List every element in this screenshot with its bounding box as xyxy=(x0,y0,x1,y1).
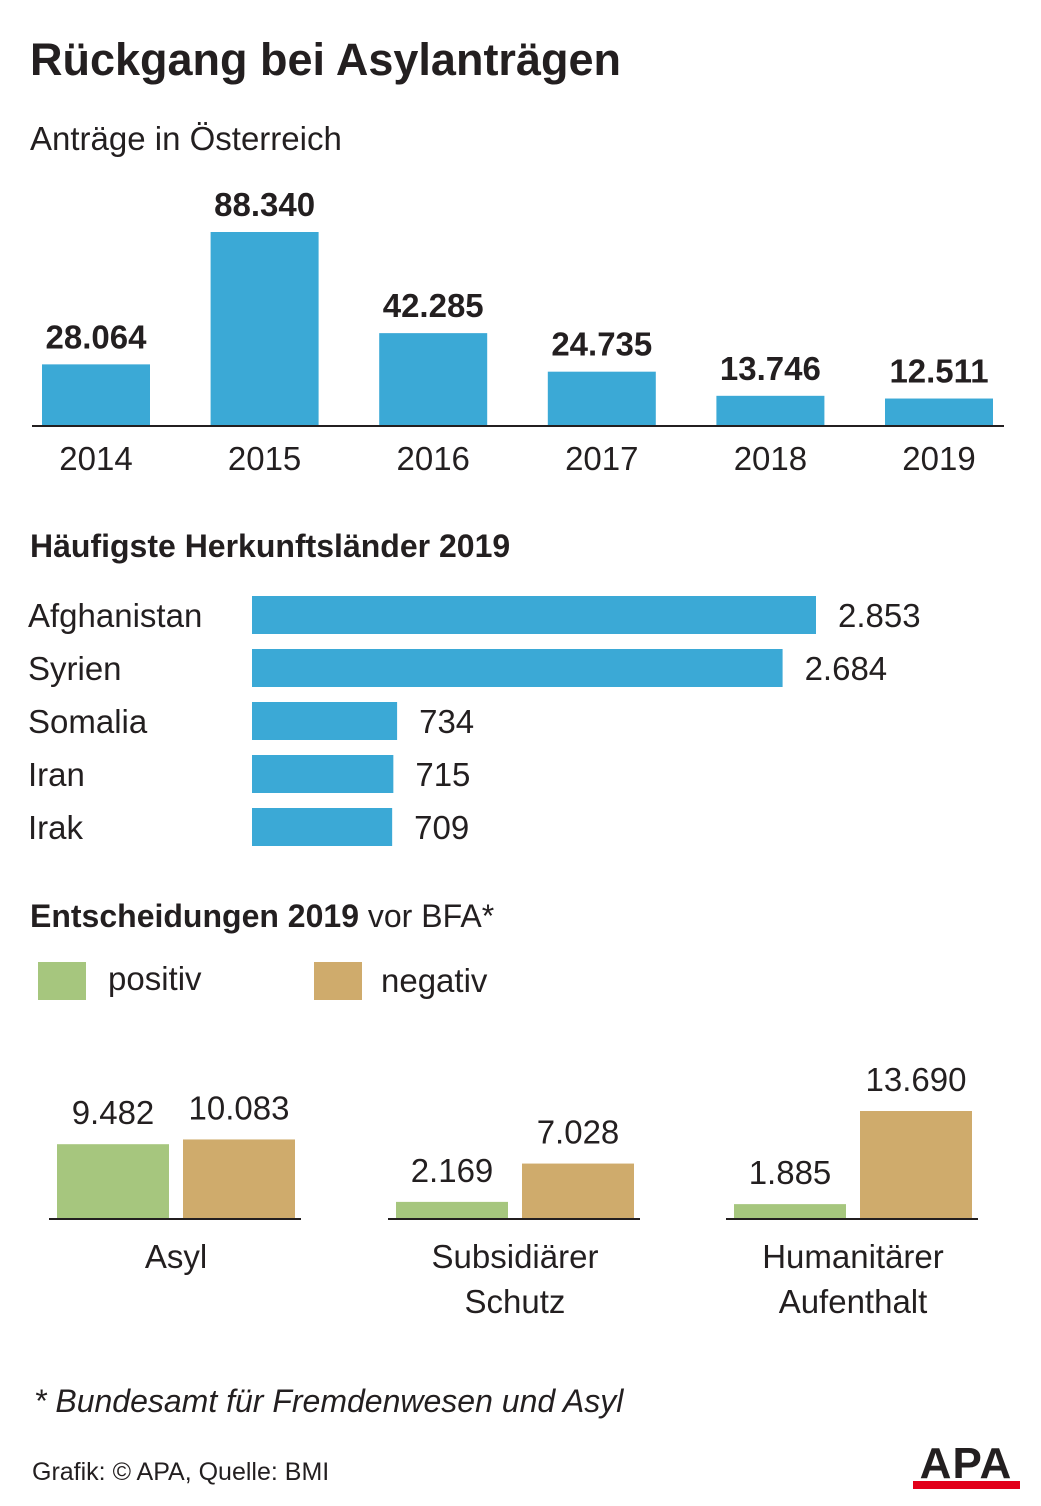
bar-Iran xyxy=(252,755,394,793)
source-credit: Grafik: © APA, Quelle: BMI xyxy=(32,1458,330,1486)
bar-2017 xyxy=(547,371,656,426)
value-label-Irak: 709 xyxy=(414,809,469,846)
value-label-positiv-1: 2.169 xyxy=(411,1152,494,1189)
apa-logo-text: APA xyxy=(920,1439,1013,1488)
category-label-1-0: Subsidiärer xyxy=(432,1238,599,1275)
value-label-Somalia: 734 xyxy=(419,703,474,740)
country-label-Irak: Irak xyxy=(28,809,84,846)
x-tick-2017: 2017 xyxy=(565,440,638,477)
value-label-2018: 13.746 xyxy=(720,350,821,387)
bar-2016 xyxy=(379,333,488,426)
x-tick-2018: 2018 xyxy=(734,440,807,477)
bar-Somalia xyxy=(252,702,398,740)
legend-label-positiv: positiv xyxy=(108,960,202,997)
value-label-2015: 88.340 xyxy=(214,186,315,223)
value-label-Iran: 715 xyxy=(415,756,470,793)
page-title: Rückgang bei Asylanträgen xyxy=(30,34,621,85)
bar-positiv-2 xyxy=(734,1204,846,1219)
bar-2015 xyxy=(210,232,319,426)
decisions-title-bold: Entscheidungen 2019 xyxy=(30,898,359,934)
value-label-Syrien: 2.684 xyxy=(805,650,888,687)
country-label-Somalia: Somalia xyxy=(28,703,148,740)
value-label-Afghanistan: 2.853 xyxy=(838,597,921,634)
value-label-positiv-0: 9.482 xyxy=(72,1094,155,1131)
category-label-2-0: Humanitärer xyxy=(762,1238,944,1275)
category-label-1-1: Schutz xyxy=(465,1283,566,1320)
footnote: * Bundesamt für Fremdenwesen und Asyl xyxy=(34,1383,624,1419)
value-label-positiv-2: 1.885 xyxy=(749,1154,832,1191)
bar-negativ-0 xyxy=(183,1139,295,1219)
x-tick-2015: 2015 xyxy=(228,440,301,477)
countries-bar-chart: Afghanistan 2.853 Syrien 2.684 Somalia 734 Ira… xyxy=(28,596,921,846)
apa-logo-bar xyxy=(913,1481,1020,1489)
legend-swatch-negativ xyxy=(314,962,362,1000)
x-tick-2019: 2019 xyxy=(902,440,975,477)
x-tick-2014: 2014 xyxy=(59,440,132,477)
bar-positiv-0 xyxy=(57,1144,169,1219)
bar-2019 xyxy=(885,398,993,426)
applications-bar-chart: 28.064 2014 88.340 2015 42.285 2016 24.735 2017… xyxy=(32,186,1004,477)
value-label-negativ-1: 7.028 xyxy=(537,1114,620,1151)
bar-Afghanistan xyxy=(252,596,816,634)
bar-positiv-1 xyxy=(396,1201,508,1219)
value-label-negativ-2: 13.690 xyxy=(866,1061,967,1098)
decisions-bar-chart: 9.482 10.083 Asyl 2.169 7.028 Subsidiärer Schu… xyxy=(49,1061,978,1320)
country-label-Syrien: Syrien xyxy=(28,650,122,687)
legend-label-negativ: negativ xyxy=(381,962,488,999)
bar-2018 xyxy=(716,395,825,426)
decisions-title-rest: vor BFA* xyxy=(358,898,495,934)
value-label-2019: 12.511 xyxy=(889,353,988,390)
bar-negativ-2 xyxy=(860,1111,972,1219)
bar-Syrien xyxy=(252,649,783,687)
countries-chart-title: Häufigste Herkunftsländer 2019 xyxy=(30,528,511,564)
value-label-2014: 28.064 xyxy=(46,318,148,355)
country-label-Afghanistan: Afghanistan xyxy=(28,597,202,634)
bar-negativ-1 xyxy=(522,1163,634,1219)
bar-2014 xyxy=(42,364,150,426)
value-label-negativ-0: 10.083 xyxy=(189,1089,290,1126)
category-label-2-1: Aufenthalt xyxy=(779,1283,928,1320)
decisions-chart-title: Entscheidungen 2019 vor BFA* xyxy=(30,898,494,935)
x-tick-2016: 2016 xyxy=(396,440,469,477)
legend-swatch-positiv xyxy=(38,962,86,1000)
chart-subtitle: Anträge in Österreich xyxy=(30,120,342,157)
bar-Irak xyxy=(252,808,393,846)
value-label-2017: 24.735 xyxy=(551,326,652,363)
country-label-Iran: Iran xyxy=(28,756,85,793)
category-label-0-0: Asyl xyxy=(145,1238,207,1275)
value-label-2016: 42.285 xyxy=(383,287,484,324)
